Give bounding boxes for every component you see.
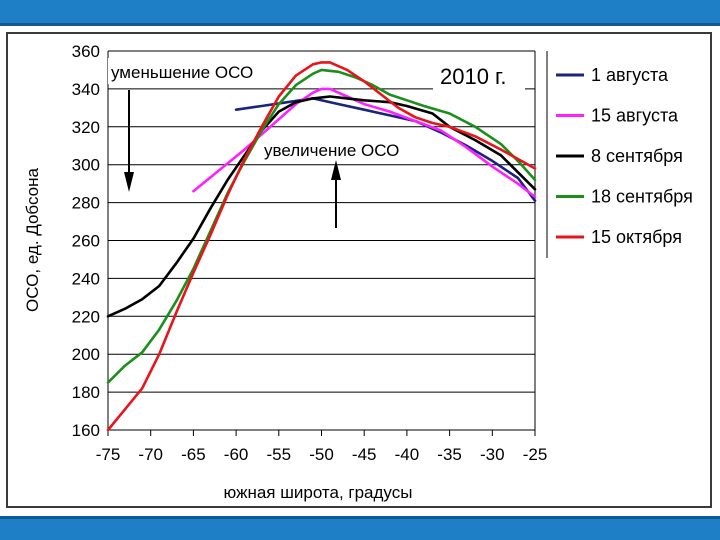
y-tick-label: 240 [72, 269, 100, 288]
series-line [234, 97, 537, 202]
x-tick-label: -40 [395, 445, 420, 464]
annotation-decrease: уменьшение ОСО [111, 63, 253, 82]
annotation-increase-bg [262, 137, 424, 162]
y-tick-label: 220 [72, 307, 100, 326]
x-tick-label: -35 [437, 445, 462, 464]
bottom-banner [0, 516, 720, 540]
slide-frame [6, 32, 712, 508]
year-label-bg [433, 60, 525, 90]
x-tick-label: -70 [138, 445, 163, 464]
annotation-increase: увеличение ОСО [264, 141, 399, 160]
y-tick-label: 260 [72, 232, 100, 251]
x-tick-label: -30 [480, 445, 505, 464]
x-tick-label: -50 [309, 445, 334, 464]
y-tick-label: 300 [72, 156, 100, 175]
legend-label: 1 августа [591, 65, 669, 85]
x-tick-labels: -75 -70 -65 -60 -55 -50 -45 -40 -35 -30 -25 [96, 445, 548, 464]
legend-label: 15 августа [591, 106, 679, 126]
y-tick-label: 360 [72, 42, 100, 61]
y-tick-labels: 160 180 200 220 240 260 280 300 320 340 360 [72, 42, 100, 440]
y-axis-title: ОСО, ед. Добсона [23, 167, 42, 311]
annotation-decrease-bg [108, 58, 280, 84]
series-line [106, 68, 537, 384]
x-tick-label: -65 [181, 445, 206, 464]
y-tick-label: 180 [72, 383, 100, 402]
x-tick-label: -55 [267, 445, 292, 464]
x-axis-title: южная широта, градусы [224, 483, 413, 502]
y-tick-label: 280 [72, 194, 100, 213]
series-line [192, 87, 537, 199]
x-tick-label: -25 [523, 445, 548, 464]
series-layer [106, 61, 537, 432]
y-tick-label: 200 [72, 345, 100, 364]
arrow-up-icon [331, 160, 341, 228]
series-line [106, 95, 537, 318]
legend: 1 августа 15 августа 8 сентября 18 сентября… [546, 51, 693, 258]
legend-label: 8 сентября [591, 146, 683, 166]
x-tick-label: -45 [352, 445, 377, 464]
top-banner [0, 0, 720, 26]
series-line [106, 61, 537, 432]
y-tick-label: 160 [72, 421, 100, 440]
legend-label: 18 сентября [591, 187, 693, 207]
x-tick-label: -75 [96, 445, 121, 464]
arrow-down-icon [124, 90, 134, 192]
y-tick-label: 340 [72, 80, 100, 99]
y-tick-label: 320 [72, 118, 100, 137]
year-label: 2010 г. [440, 64, 507, 89]
vertical-gridlines [107, 51, 536, 436]
grid-layer [108, 50, 535, 431]
x-tick-label: -60 [224, 445, 249, 464]
legend-label: 15 октября [591, 227, 682, 247]
